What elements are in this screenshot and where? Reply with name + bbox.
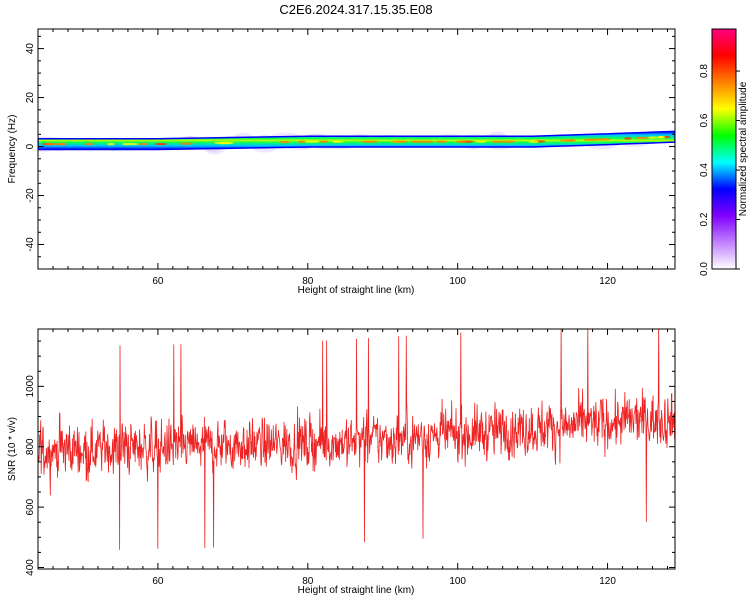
spectrogram-peak [84, 142, 95, 146]
spectrogram-peak [360, 140, 379, 143]
snr-panel: 60 80 100 120 400 600 800 1000 Height of straig… [7, 328, 676, 596]
spectrogram-band [38, 130, 675, 151]
spectrogram-y-tick-label: 40 [25, 43, 36, 55]
snr-x-tick-label: 60 [152, 576, 164, 587]
spectrogram-peak [107, 142, 115, 146]
spectrogram-peak [528, 140, 539, 143]
spectrogram-peak [138, 142, 149, 146]
snr-ticks: 60 80 100 120 400 600 800 1000 [25, 329, 675, 587]
spectrogram-peak [455, 140, 468, 143]
colorbar-tick-label: 0.8 [699, 64, 710, 78]
spectrogram-peak [475, 140, 487, 143]
spectrogram-x-axis-label: Height of straight line (km) [298, 285, 415, 296]
spectrogram-peak [391, 140, 408, 143]
spectrogram-peak [45, 142, 58, 146]
spectrogram-peak [624, 137, 632, 140]
spectrogram-x-tick-label: 120 [599, 276, 616, 287]
spectrogram-peak [330, 140, 344, 143]
colorbar-tick-label: 0.0 [699, 262, 710, 276]
spectrogram-peak [304, 140, 320, 143]
spectrogram-peak [219, 141, 234, 145]
spectrogram-peak [179, 142, 193, 145]
spectrogram-peak [435, 140, 448, 143]
figure-title: C2E6.2024.317.15.35.E08 [279, 2, 432, 17]
snr-y-tick-label: 800 [25, 438, 36, 455]
spectrogram-y-tick-label: 0 [25, 143, 36, 149]
colorbar-label: Normalized spectral amplitude [738, 81, 749, 216]
spectrogram-peak [499, 140, 516, 143]
snr-x-axis-label: Height of straight line (km) [298, 585, 415, 596]
spectrogram-peak [635, 136, 650, 140]
spectrogram-y-tick-label: 20 [25, 92, 36, 104]
spectrogram-x-tick-label: 100 [449, 276, 466, 287]
spectrogram-peak [410, 140, 422, 143]
spectrogram-peak [559, 139, 576, 142]
spectrogram-peak [154, 142, 168, 146]
spectrogram-peak [417, 140, 435, 143]
spectrogram-peak [647, 136, 659, 139]
spectrogram-peak [596, 138, 611, 141]
snr-series-line [38, 329, 675, 550]
spectrogram-frame [37, 28, 676, 270]
spectrogram-y-tick-label: -20 [25, 188, 36, 203]
snr-y-axis-label: SNR (10 * v/v) [7, 417, 18, 481]
snr-y-tick-label: 600 [25, 498, 36, 515]
spectrogram-peak [297, 140, 307, 143]
spectrogram-y-tick-label: -40 [25, 237, 36, 252]
spectrogram-peak [491, 140, 502, 143]
spectrogram-peak [121, 142, 139, 146]
snr-x-tick-label: 120 [599, 576, 616, 587]
colorbar-ticks: 0.0 0.2 0.4 0.6 0.8 [699, 64, 740, 276]
colorbar-tick-label: 0.6 [699, 113, 710, 127]
snr-plot-area [38, 329, 675, 550]
snr-x-tick-label: 100 [449, 576, 466, 587]
colorbar-tick-label: 0.2 [699, 212, 710, 226]
colorbar-tick-label: 0.4 [699, 163, 710, 177]
snr-y-tick-label: 1000 [25, 375, 36, 398]
spectrogram-x-tick-label: 60 [152, 276, 164, 287]
spectrogram-peak [657, 136, 664, 139]
spectrogram-panel: 60 80 100 120 -40 -20 0 20 40 Height of straight… [7, 28, 676, 296]
spectrogram-x-tick-label: 80 [302, 276, 314, 287]
colorbar-gradient [711, 28, 737, 270]
snr-x-tick-label: 80 [302, 576, 314, 587]
spectrogram-plot-area [38, 130, 675, 155]
spectrogram-y-axis-label: Frequency (Hz) [7, 115, 18, 184]
spectrogram-peak [583, 138, 599, 141]
colorbar: 0.0 0.2 0.4 0.6 0.8 Normalized spectral ampl… [699, 28, 749, 276]
snr-frame [37, 328, 676, 570]
spectrogram-peak [318, 140, 329, 143]
snr-y-tick-label: 400 [25, 559, 36, 576]
spectrogram-ticks: 60 80 100 120 -40 -20 0 20 40 [25, 29, 675, 287]
spectrogram-peak [279, 140, 290, 144]
spectrogram-peak [56, 142, 67, 146]
